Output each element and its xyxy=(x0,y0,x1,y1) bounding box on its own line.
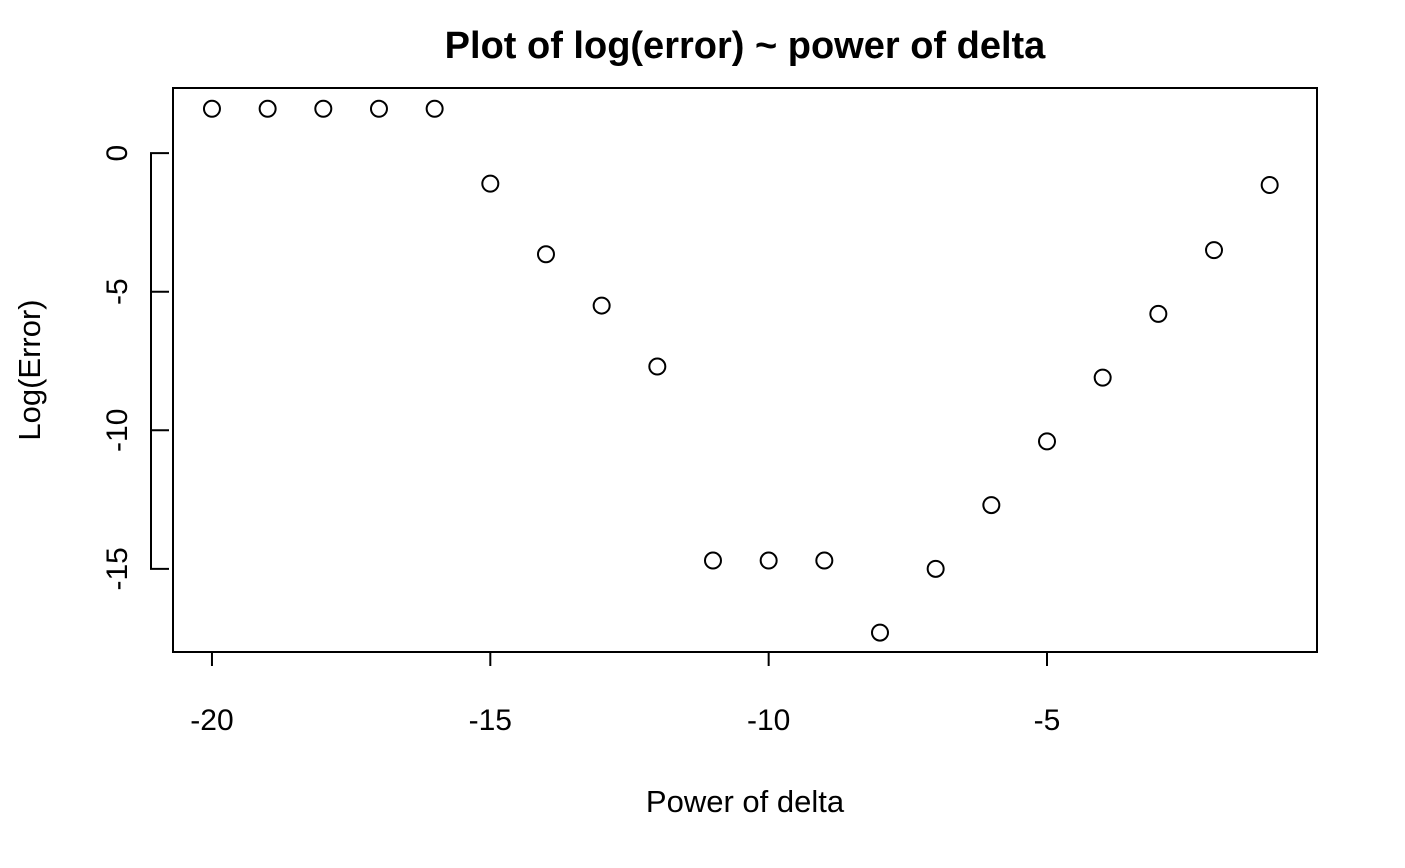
data-point xyxy=(369,99,388,118)
chart-title: Plot of log(error) ~ power of delta xyxy=(445,25,1047,67)
data-point xyxy=(870,623,889,642)
data-point xyxy=(926,559,945,578)
data-point xyxy=(536,245,555,264)
x-tick-label: -20 xyxy=(190,704,233,737)
data-point xyxy=(648,357,667,376)
data-point xyxy=(1093,368,1112,387)
data-point xyxy=(258,99,277,118)
data-point xyxy=(982,496,1001,515)
x-tick-label: -15 xyxy=(469,704,512,737)
data-point xyxy=(314,99,333,118)
y-axis-label: Log(Error) xyxy=(12,299,47,440)
data-point xyxy=(425,99,444,118)
x-axis-label: Power of delta xyxy=(646,784,845,819)
data-point xyxy=(815,551,834,570)
data-point xyxy=(1149,304,1168,323)
y-tick-label: 0 xyxy=(101,145,134,162)
data-point xyxy=(1038,432,1057,451)
data-point xyxy=(703,551,722,570)
data-point xyxy=(202,99,221,118)
y-tick-label: -5 xyxy=(101,278,134,305)
plot-frame xyxy=(172,87,1318,653)
y-axis: 0 -5 -10 -15 xyxy=(101,145,169,591)
y-tick-label: -15 xyxy=(101,547,134,590)
data-point xyxy=(481,174,500,193)
data-points xyxy=(202,99,1279,642)
x-tick-label: -10 xyxy=(747,704,790,737)
x-axis: -20 -15 -10 -5 xyxy=(190,651,1061,737)
x-tick-label: -5 xyxy=(1034,704,1061,737)
y-tick-label: -10 xyxy=(101,409,134,452)
data-point xyxy=(592,296,611,315)
data-point xyxy=(1205,241,1224,260)
data-point xyxy=(759,551,778,570)
data-point xyxy=(1260,176,1279,195)
